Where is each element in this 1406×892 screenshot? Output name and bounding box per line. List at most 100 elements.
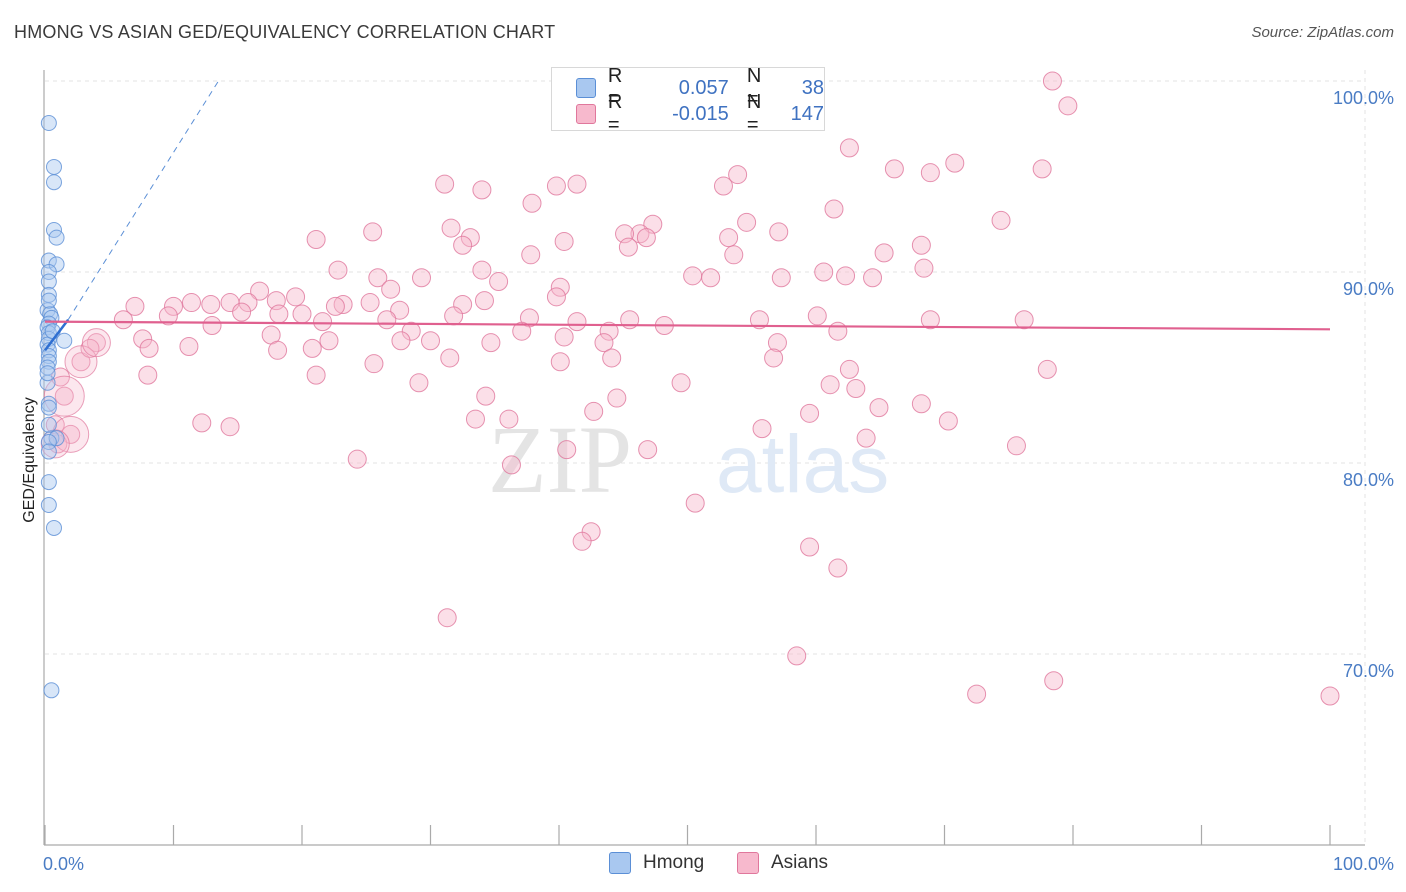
hmong-point [40, 416, 57, 433]
x-tick-label-max: 100.0% [1333, 854, 1394, 874]
asians-point [521, 245, 541, 265]
asians-point [701, 268, 721, 288]
legend-r-value-asians: -0.015 [672, 102, 729, 125]
asians-point [391, 331, 411, 351]
asians-point [474, 291, 494, 311]
asians-point [938, 411, 958, 431]
asians-point [914, 258, 934, 278]
asians-point [201, 294, 221, 314]
asians-point [347, 449, 367, 469]
asians-point [292, 304, 312, 324]
hmong-point [40, 342, 57, 359]
asians-point [839, 359, 859, 379]
asians-point [181, 293, 201, 313]
asians-point [472, 260, 492, 280]
legend-n-value-hmong: 38 [801, 76, 824, 99]
asians-point [724, 245, 744, 265]
hmong-point [40, 273, 57, 290]
asians-point [820, 375, 840, 395]
asians-point [836, 266, 856, 286]
asians-point [567, 312, 587, 332]
hmong-point [39, 365, 56, 382]
asians-point [453, 235, 473, 255]
asians-point [220, 417, 240, 437]
asians-point [113, 310, 133, 330]
asians-point [1058, 96, 1078, 116]
asians-point [54, 386, 74, 406]
asians-point [412, 268, 432, 288]
hmong-point [40, 115, 57, 132]
asians-point [567, 174, 587, 194]
asians-point [522, 193, 542, 213]
series-legend-asians[interactable]: Asians [737, 852, 828, 874]
series-swatch-asians [737, 852, 759, 874]
asians-point [460, 228, 480, 248]
asians-point [737, 212, 757, 232]
asians-point [814, 262, 834, 282]
asians-point [846, 379, 866, 399]
asians-point [719, 228, 739, 248]
asians-point [444, 306, 464, 326]
y-tick-label: 100.0% [1333, 88, 1394, 108]
asians-point [557, 440, 577, 460]
asians-point [179, 336, 199, 356]
asians-point [501, 455, 521, 475]
series-swatch-hmong [609, 852, 631, 874]
asians-point [435, 174, 455, 194]
hmong-trend-line [44, 318, 70, 352]
asians-point [967, 684, 987, 704]
asians-point [363, 222, 383, 242]
hmong-point [40, 497, 57, 514]
asians-point [133, 329, 153, 349]
asians-point [685, 493, 705, 513]
asians-point [138, 365, 158, 385]
axis-labels: 70.0% 80.0% 90.0% 100.0% 0.0% 100.0% GED/Equiv… [21, 88, 1394, 874]
trend-lines [44, 80, 1331, 352]
asians-point [550, 352, 570, 372]
hmong-point [40, 399, 57, 416]
asians-point [991, 210, 1011, 230]
asians-point [313, 312, 333, 332]
hmong-point [43, 682, 60, 699]
hmong-point [40, 395, 57, 412]
hmong-point [56, 332, 73, 349]
legend-r-value-hmong: 0.057 [678, 76, 729, 99]
series-legend: Hmong Asians [0, 852, 1406, 878]
asians-point [489, 272, 509, 292]
legend-n-label: N = [746, 91, 762, 136]
legend-n-value-asians: 147 [790, 102, 824, 125]
legend-row-asians: R = -0.015 N = 147 [576, 91, 824, 136]
asians-point [884, 159, 904, 179]
legend-row-hmong: R = 0.057 N = 38 [576, 65, 824, 110]
asians-trend-line [44, 320, 1331, 331]
asians-point [202, 315, 222, 335]
hmong-point [40, 252, 57, 269]
asians-point [636, 228, 656, 248]
asians-point [512, 321, 532, 341]
asians-point [787, 646, 807, 666]
series-legend-hmong[interactable]: Hmong [609, 852, 704, 874]
hmong-point [40, 353, 57, 370]
source-label: Source: ZipAtlas.com [1251, 24, 1394, 41]
asians-point [441, 218, 461, 238]
asians-point [390, 300, 410, 320]
y-tick-label: 90.0% [1343, 279, 1394, 299]
series-label-asians: Asians [771, 852, 829, 873]
asians-point [409, 373, 429, 393]
asians-point [437, 608, 457, 628]
asians-point [401, 321, 421, 341]
asians-point [164, 296, 183, 316]
asians-point [421, 331, 440, 351]
asians-point [139, 338, 159, 358]
asians-point [440, 348, 460, 368]
asians-point [192, 413, 212, 433]
hmong-point [40, 348, 57, 365]
asians-point [550, 277, 570, 297]
hmong-point [48, 229, 65, 246]
watermark-atlas: atlas [716, 419, 889, 510]
hmong-point [39, 374, 56, 391]
asians-point [869, 398, 889, 418]
asians-point [546, 287, 566, 307]
y-tick-label: 70.0% [1343, 661, 1394, 681]
asians-point-large [81, 328, 111, 358]
